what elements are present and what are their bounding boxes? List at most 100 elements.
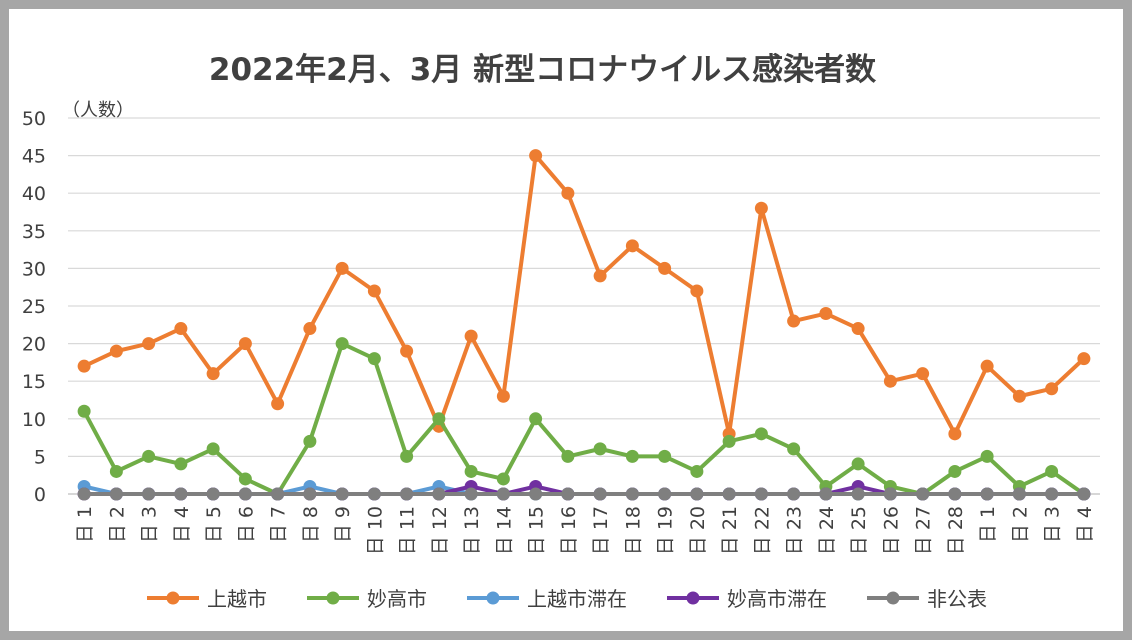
svg-text:日 19: 日 19 bbox=[655, 506, 677, 555]
legend-item: 妙高市滞在 bbox=[665, 583, 827, 612]
x-tick-label: 日 27 bbox=[913, 506, 935, 555]
data-point bbox=[529, 412, 543, 426]
x-tick-label: 日 11 bbox=[397, 506, 419, 555]
data-point bbox=[529, 149, 543, 163]
data-point bbox=[722, 434, 736, 448]
svg-text:日 1: 日 1 bbox=[74, 506, 96, 543]
x-tick-label: 日 10 bbox=[364, 506, 386, 555]
legend-swatch bbox=[667, 591, 719, 604]
legend-label: 妙高市 bbox=[367, 587, 427, 611]
data-point bbox=[109, 464, 123, 478]
svg-text:日 14: 日 14 bbox=[493, 506, 515, 555]
x-tick-label: 日 1 bbox=[74, 506, 96, 543]
svg-text:日 4: 日 4 bbox=[1074, 506, 1096, 543]
svg-text:日 13: 日 13 bbox=[461, 506, 483, 555]
svg-text:日 28: 日 28 bbox=[945, 506, 967, 555]
x-tick-label: 日 15 bbox=[526, 506, 548, 555]
data-point bbox=[819, 487, 833, 501]
data-point bbox=[238, 472, 252, 486]
x-tick-label: 日 13 bbox=[461, 506, 483, 555]
legend-item: 上越市 bbox=[145, 583, 267, 612]
x-tick-label: 日 17 bbox=[590, 506, 612, 555]
svg-text:日 26: 日 26 bbox=[880, 506, 902, 555]
data-point bbox=[206, 442, 220, 456]
y-tick-label: 25 bbox=[22, 296, 46, 318]
x-tick-label: 日 12 bbox=[429, 506, 451, 555]
data-point bbox=[400, 344, 414, 358]
y-tick-label: 10 bbox=[22, 409, 46, 431]
y-tick-label: 35 bbox=[22, 221, 46, 243]
svg-text:日 2: 日 2 bbox=[1009, 506, 1031, 543]
data-point bbox=[851, 322, 865, 336]
series-line bbox=[83, 153, 1086, 436]
data-point bbox=[335, 337, 349, 351]
data-point bbox=[980, 449, 994, 463]
svg-text:日 21: 日 21 bbox=[719, 506, 741, 555]
y-tick-label: 20 bbox=[22, 334, 46, 356]
data-point bbox=[1012, 487, 1026, 501]
data-point bbox=[819, 307, 833, 321]
data-point bbox=[561, 487, 575, 501]
data-point bbox=[77, 404, 91, 418]
data-point bbox=[271, 397, 285, 411]
x-tick-label: 日 5 bbox=[203, 506, 225, 543]
data-point bbox=[754, 487, 768, 501]
svg-text:日 1: 日 1 bbox=[977, 506, 999, 543]
data-point bbox=[980, 359, 994, 373]
svg-text:日 20: 日 20 bbox=[687, 506, 709, 555]
x-tick-label: 日 14 bbox=[493, 506, 515, 555]
data-point bbox=[496, 472, 510, 486]
legend-swatch bbox=[307, 591, 359, 604]
x-tick-label: 日 22 bbox=[751, 506, 773, 555]
data-point bbox=[77, 487, 91, 501]
data-point bbox=[948, 487, 962, 501]
data-point bbox=[593, 269, 607, 283]
data-point bbox=[464, 464, 478, 478]
data-point bbox=[1012, 389, 1026, 403]
data-point bbox=[303, 434, 317, 448]
data-point bbox=[1045, 487, 1059, 501]
data-point bbox=[948, 464, 962, 478]
data-point bbox=[754, 427, 768, 441]
data-point bbox=[787, 314, 801, 328]
y-tick-label: 45 bbox=[22, 146, 46, 168]
y-axis-unit-label: （人数） bbox=[62, 100, 134, 121]
x-tick-label: 日 21 bbox=[719, 506, 741, 555]
x-tick-label: 日 8 bbox=[300, 506, 322, 543]
data-point bbox=[561, 186, 575, 200]
x-tick-label: 日 23 bbox=[784, 506, 806, 555]
data-point bbox=[109, 487, 123, 501]
svg-text:日 23: 日 23 bbox=[784, 506, 806, 555]
svg-text:日 18: 日 18 bbox=[622, 506, 644, 555]
x-tick-label: 日 20 bbox=[687, 506, 709, 555]
legend-item: 妙高市 bbox=[305, 583, 427, 612]
chart-frame bbox=[9, 9, 1123, 631]
svg-text:日 27: 日 27 bbox=[913, 506, 935, 555]
svg-text:日 6: 日 6 bbox=[235, 506, 257, 543]
data-point bbox=[271, 487, 285, 501]
chart-title: 2022年2月、3月 新型コロナウイルス感染者数 bbox=[208, 52, 877, 88]
data-point bbox=[496, 487, 510, 501]
data-point bbox=[787, 442, 801, 456]
data-point bbox=[625, 449, 639, 463]
y-tick-label: 0 bbox=[34, 484, 46, 506]
data-point bbox=[464, 329, 478, 343]
data-point bbox=[722, 487, 736, 501]
data-point bbox=[916, 487, 930, 501]
data-point bbox=[658, 449, 672, 463]
data-point bbox=[690, 464, 704, 478]
legend-label: 非公表 bbox=[927, 587, 987, 611]
x-tick-label: 日 3 bbox=[1042, 506, 1064, 543]
data-point bbox=[174, 457, 188, 471]
x-tick-label: 日 26 bbox=[880, 506, 902, 555]
x-tick-label: 日 4 bbox=[171, 506, 193, 543]
data-point bbox=[400, 487, 414, 501]
data-point bbox=[238, 487, 252, 501]
y-tick-label: 30 bbox=[22, 258, 46, 280]
data-point bbox=[916, 367, 930, 381]
svg-text:日 12: 日 12 bbox=[429, 506, 451, 555]
data-point bbox=[1045, 464, 1059, 478]
data-point bbox=[206, 487, 220, 501]
y-tick-label: 40 bbox=[22, 183, 46, 205]
